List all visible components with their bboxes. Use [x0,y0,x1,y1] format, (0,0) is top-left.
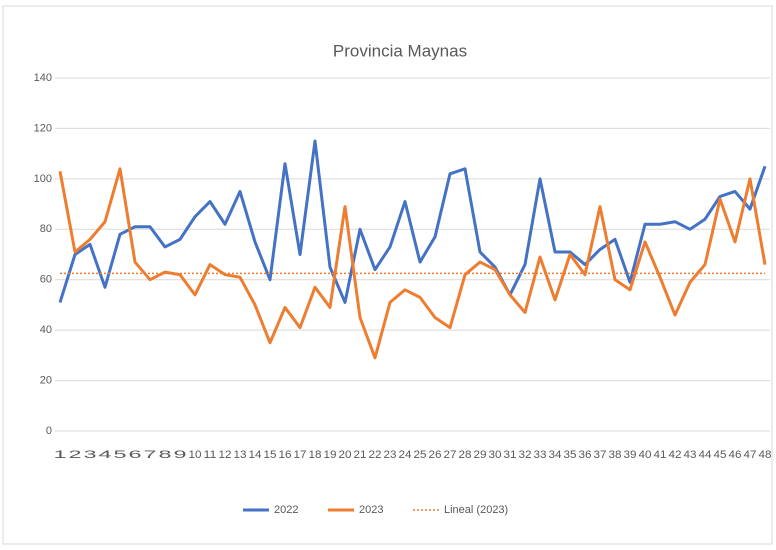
x-tick-label: 48 [759,449,772,461]
x-tick-label: 22 [369,449,382,461]
x-tick-label: 4 [99,449,112,461]
x-tick-label: 8 [159,449,172,461]
x-tick-label: 31 [504,449,517,461]
x-tick-label: 30 [489,449,502,461]
x-tick-label: 15 [264,449,277,461]
x-tick-label: 10 [189,449,202,461]
y-tick-label: 20 [40,374,52,386]
x-tick-label: 13 [234,449,247,461]
chart-frame [2,5,773,545]
series-line [58,167,767,360]
x-tick-label: 29 [474,449,487,461]
x-tick-label: 40 [639,449,652,461]
x-tick-label: 17 [294,449,307,461]
x-tick-label: 37 [594,449,607,461]
y-tick-label: 140 [34,72,52,84]
y-tick-label: 100 [34,173,52,185]
x-tick-label: 38 [609,449,622,461]
legend-label: 2023 [359,504,383,516]
x-tick-label: 12 [219,449,232,461]
legend-label: Lineal (2023) [444,504,508,516]
x-tick-label: 18 [309,449,322,461]
x-tick-label: 45 [714,449,727,461]
x-tick-label: 3 [84,449,97,461]
x-tick-label: 44 [699,449,712,461]
x-tick-label: 36 [579,449,592,461]
y-tick-label: 80 [40,223,52,235]
x-tick-label: 5 [114,449,127,461]
x-tick-label: 2 [69,449,82,461]
x-tick-label: 20 [339,449,352,461]
legend-label: 2022 [274,504,298,516]
chart-title: Provincia Maynas [333,41,467,60]
x-tick-label: 9 [174,449,187,461]
x-tick-label: 41 [654,449,667,461]
x-tick-label: 33 [534,449,547,461]
x-tick-label: 26 [429,449,442,461]
x-tick-label: 6 [129,449,142,461]
x-tick-label: 11 [204,449,217,461]
x-tick-label: 43 [684,449,697,461]
x-tick-label: 25 [414,449,427,461]
x-tick-label: 32 [519,449,532,461]
y-tick-label: 0 [46,425,52,437]
x-tick-label: 46 [729,449,742,461]
y-tick-label: 60 [40,274,52,286]
x-tick-label: 47 [744,449,757,461]
x-tick-label: 42 [669,449,682,461]
x-tick-label: 34 [549,449,562,461]
x-tick-label: 16 [279,449,292,461]
x-tick-label: 21 [354,449,367,461]
series-line [58,139,767,304]
x-tick-label: 19 [324,449,337,461]
x-tick-label: 1 [54,449,67,461]
y-tick-label: 120 [34,122,52,134]
x-tick-label: 14 [249,449,262,461]
x-tick-label: 7 [144,449,157,461]
y-tick-label: 40 [40,324,52,336]
x-tick-label: 24 [399,449,412,461]
x-tick-label: 35 [564,449,577,461]
x-tick-label: 23 [384,449,397,461]
x-tick-label: 39 [624,449,637,461]
x-tick-label: 27 [444,449,457,461]
x-tick-label: 28 [459,449,472,461]
